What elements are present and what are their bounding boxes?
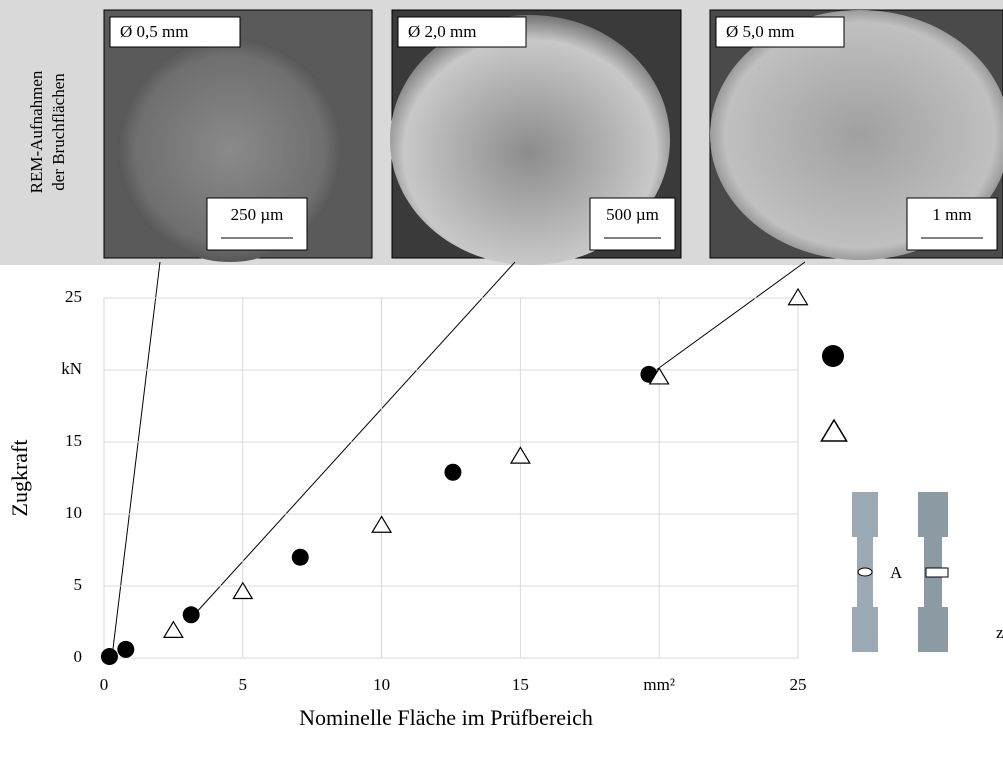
x-axis-title: Nominelle Fläche im Prüfbereich [299, 705, 593, 730]
y-tick-label: 10 [65, 503, 82, 522]
scale-box [589, 197, 676, 251]
x-tick-label: 0 [100, 675, 109, 694]
image-label-box [109, 16, 241, 48]
scale-box [906, 197, 998, 251]
image-label: Ø 2,0 mm [408, 22, 476, 41]
specimen-flat [918, 492, 949, 652]
image-label-box [715, 16, 845, 48]
y-tick-label: 0 [74, 647, 83, 666]
point [509, 446, 531, 464]
scale-label: 1 mm [932, 205, 971, 224]
connector [111, 261, 161, 658]
x-tick-label: 5 [239, 675, 248, 694]
x-tick-label: 25 [790, 675, 807, 694]
x-tick-label: 15 [512, 675, 529, 694]
point [162, 620, 184, 638]
point [117, 640, 135, 658]
sem-image [709, 9, 1003, 260]
connector [193, 261, 516, 616]
point [100, 648, 118, 666]
y-tick-label: 5 [74, 575, 83, 594]
point [648, 367, 670, 385]
scale-label: 500 µm [606, 205, 659, 224]
point [182, 606, 200, 624]
image-label-box [397, 16, 527, 48]
y-tick-label: 25 [65, 287, 82, 306]
panel-title: REM-Aufnahmen [27, 70, 46, 193]
point [444, 463, 462, 481]
scale-box [206, 197, 308, 251]
scale-label: 250 µm [231, 205, 284, 224]
y-tick-label: 15 [65, 431, 82, 450]
image-label: Ø 0,5 mm [120, 22, 188, 41]
point [787, 287, 809, 306]
image-label: Ø 5,0 mm [726, 22, 794, 41]
y-axis-title: Zugkraft [7, 440, 32, 517]
annotation: A [890, 563, 903, 582]
legend-marker [820, 418, 848, 442]
point [291, 548, 309, 566]
x-tick-label: mm² [643, 675, 675, 694]
y-tick-label: kN [61, 359, 82, 378]
panel-title: der Bruchflächen [49, 73, 68, 191]
x-tick-label: 10 [373, 675, 390, 694]
legend-marker [822, 345, 844, 367]
point [371, 515, 393, 533]
point [232, 581, 254, 600]
connector [651, 261, 806, 374]
annotation: z [996, 623, 1003, 642]
specimen-round [852, 492, 878, 652]
